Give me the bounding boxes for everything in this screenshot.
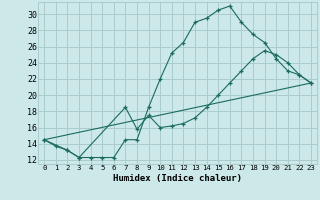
X-axis label: Humidex (Indice chaleur): Humidex (Indice chaleur) [113, 174, 242, 183]
